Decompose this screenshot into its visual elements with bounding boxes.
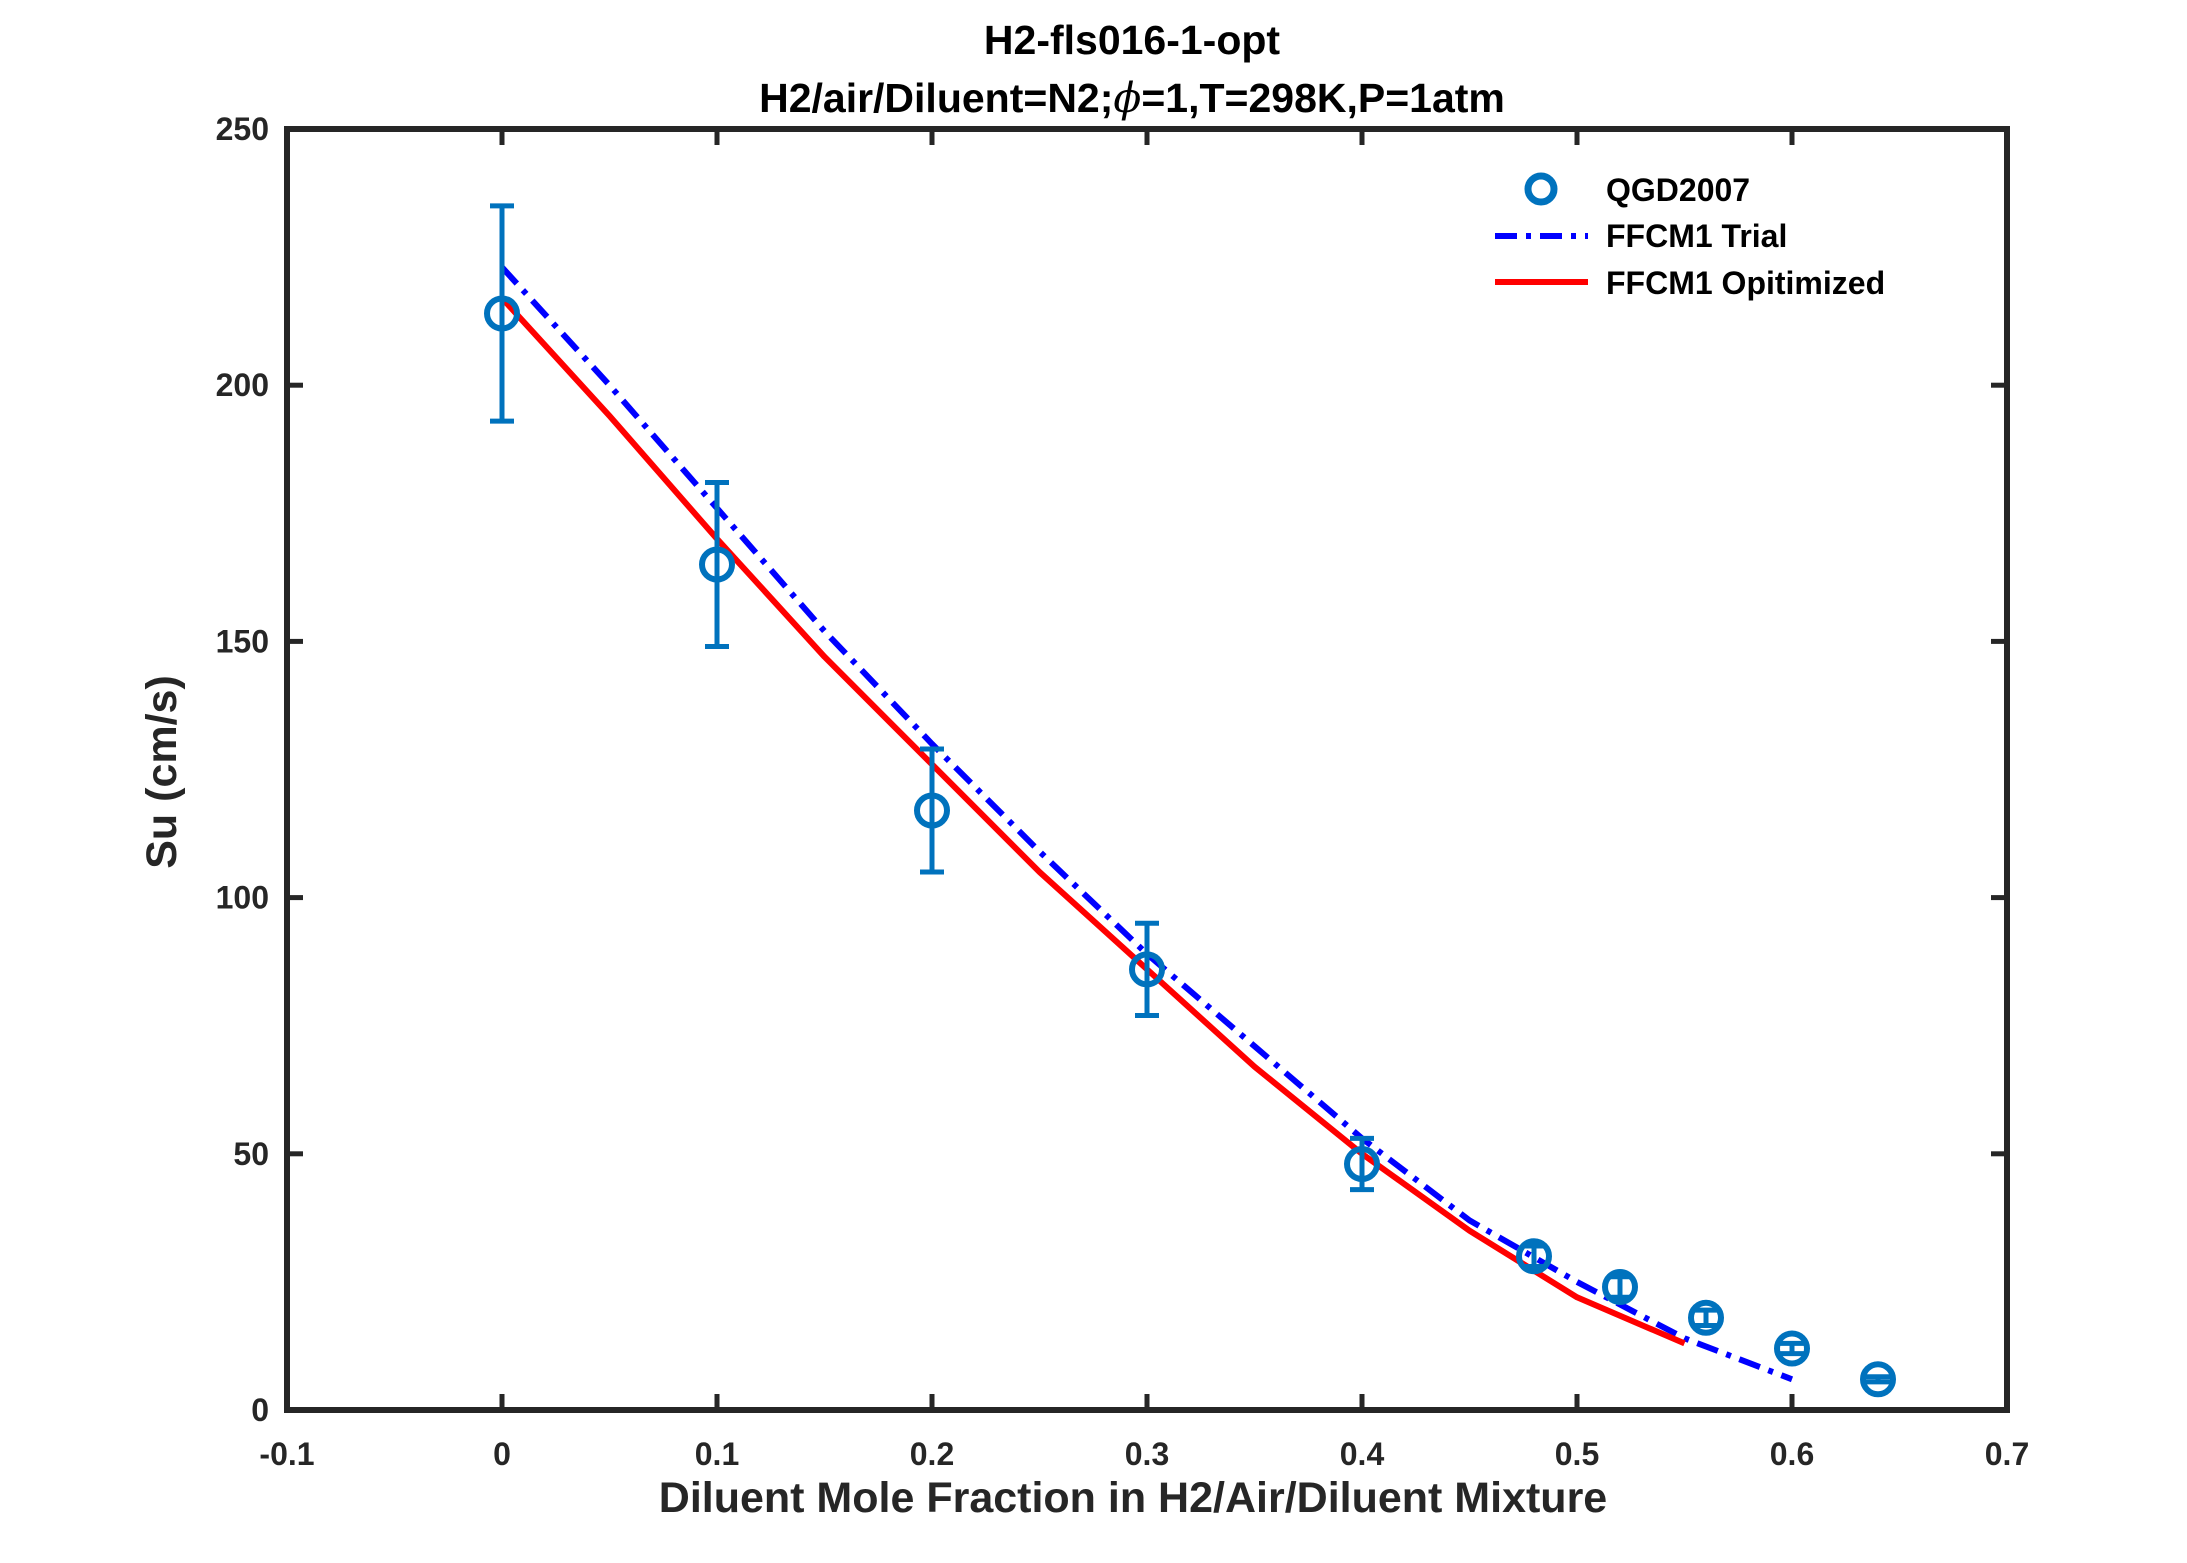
data-point-qgd2007 bbox=[1774, 1330, 1810, 1367]
x-tick-label: 0.1 bbox=[695, 1436, 739, 1472]
series-line-ffcm1-trial bbox=[499, 265, 1794, 1383]
x-tick-label: 0.2 bbox=[910, 1436, 954, 1472]
x-tick-label: 0.7 bbox=[1985, 1436, 2029, 1472]
x-tick-label: 0.4 bbox=[1340, 1436, 1385, 1472]
legend-label-ffcm1-optimized: FFCM1 Opitimized bbox=[1606, 265, 1885, 301]
y-tick-label: 50 bbox=[233, 1136, 269, 1172]
series-lines bbox=[499, 265, 1794, 1383]
data-point-qgd2007 bbox=[1129, 951, 1165, 988]
data-point-qgd2007 bbox=[1688, 1299, 1724, 1336]
y-axis-label: Su (cm/s) bbox=[138, 675, 186, 869]
data-point-qgd2007 bbox=[914, 792, 950, 829]
x-tick-label: 0.6 bbox=[1770, 1436, 1814, 1472]
data-point-qgd2007 bbox=[1516, 1238, 1552, 1275]
plot-area-frame bbox=[284, 126, 2010, 1413]
legend: QGD2007 FFCM1 Trial FFCM1 Opitimized bbox=[1490, 160, 1970, 310]
legend-label-qgd2007: QGD2007 bbox=[1606, 172, 1750, 208]
data-point-qgd2007 bbox=[1602, 1269, 1638, 1306]
legend-marker-qgd2007 bbox=[1524, 172, 1558, 206]
data-point-qgd2007 bbox=[484, 295, 520, 332]
x-tick-label: -0.1 bbox=[259, 1436, 314, 1472]
chart-subtitle: H2/air/Diluent=N2;ϕ=1,T=298K,P=1atm bbox=[759, 74, 1505, 122]
subtitle-phi-symbol: ϕ bbox=[1113, 74, 1141, 122]
axis-ticks: -0.1 0 0.1 0.2 0.3 0.4 0.5 0.6 0.7 0 50 100 150 200 25… bbox=[216, 111, 2030, 1472]
data-point-qgd2007 bbox=[699, 546, 735, 583]
y-tick-label: 100 bbox=[216, 880, 269, 916]
y-tick-label: 0 bbox=[251, 1392, 269, 1428]
series-points bbox=[484, 203, 1896, 1398]
y-tick-label: 150 bbox=[216, 623, 269, 659]
axes-frame bbox=[284, 126, 2010, 1413]
data-point-qgd2007 bbox=[1344, 1146, 1380, 1183]
subtitle-part-2: =1,T=298K,P=1atm bbox=[1141, 75, 1505, 121]
x-tick-label: 0.5 bbox=[1555, 1436, 1599, 1472]
y-tick-label: 200 bbox=[216, 367, 269, 403]
x-tick-label: 0.3 bbox=[1125, 1436, 1169, 1472]
legend-label-ffcm1-trial: FFCM1 Trial bbox=[1606, 218, 1787, 254]
chart-title: H2-fls016-1-opt bbox=[984, 17, 1281, 63]
data-point-qgd2007 bbox=[1860, 1361, 1896, 1398]
series-line-ffcm1-opitimized bbox=[499, 296, 1686, 1347]
y-tick-label: 250 bbox=[216, 111, 269, 147]
x-tick-label: 0 bbox=[493, 1436, 511, 1472]
subtitle-part-1: H2/air/Diluent=N2; bbox=[759, 75, 1113, 121]
x-axis-label: Diluent Mole Fraction in H2/Air/Diluent … bbox=[659, 1474, 1607, 1522]
